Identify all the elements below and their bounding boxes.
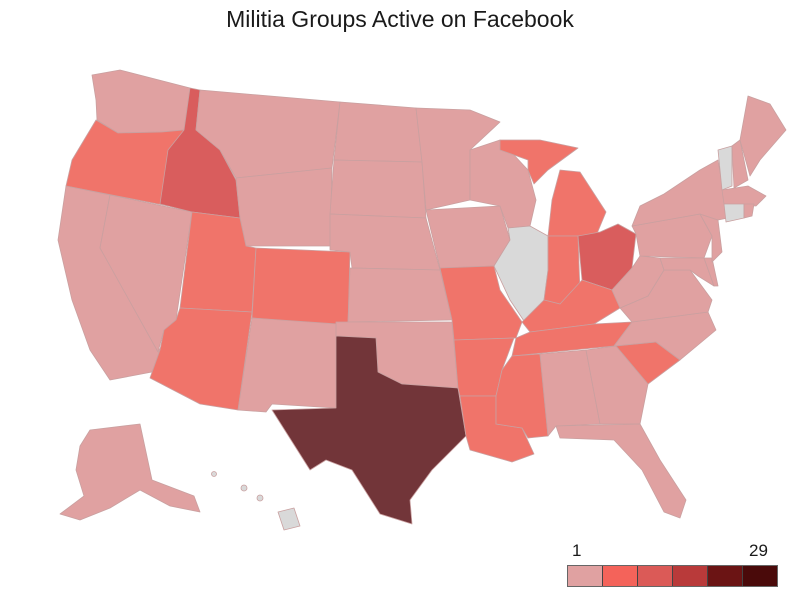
- state-FL[interactable]: [555, 423, 687, 519]
- state-WA[interactable]: [91, 69, 191, 134]
- state-HI-island-3[interactable]: [211, 471, 217, 477]
- legend-swatch-3: [638, 566, 673, 586]
- map-title: Militia Groups Active on Facebook: [226, 6, 574, 32]
- state-AZ[interactable]: [149, 307, 253, 411]
- state-VT[interactable]: [717, 145, 733, 191]
- state-MO[interactable]: [439, 265, 523, 341]
- state-NH[interactable]: [731, 139, 749, 189]
- legend-swatch-4: [673, 566, 708, 586]
- legend-min-label: 1: [572, 541, 582, 560]
- legend-swatch-2: [603, 566, 638, 586]
- state-AL[interactable]: [539, 349, 601, 437]
- state-CO[interactable]: [251, 247, 351, 327]
- state-HI-island[interactable]: [240, 484, 248, 492]
- legend-swatch-6: [743, 566, 777, 586]
- state-TX[interactable]: [271, 335, 467, 525]
- state-NM[interactable]: [237, 317, 339, 413]
- state-ND[interactable]: [333, 101, 423, 163]
- state-HI[interactable]: [277, 507, 301, 531]
- state-IA[interactable]: [425, 205, 511, 269]
- state-CT[interactable]: [723, 203, 745, 223]
- legend-swatch-1: [568, 566, 603, 586]
- state-SD[interactable]: [329, 159, 427, 219]
- state-MI[interactable]: [499, 139, 579, 185]
- state-ME[interactable]: [739, 95, 787, 177]
- state-WY[interactable]: [235, 167, 333, 247]
- state-HI-island-2[interactable]: [256, 494, 264, 502]
- legend-color-scale: [567, 565, 778, 587]
- legend-swatch-5: [708, 566, 743, 586]
- state-KS[interactable]: [347, 267, 453, 323]
- legend-max-label: 29: [749, 541, 768, 560]
- state-MI-lower[interactable]: [547, 169, 607, 237]
- state-GA[interactable]: [585, 345, 649, 425]
- state-NY[interactable]: [631, 159, 729, 227]
- state-MA[interactable]: [721, 185, 767, 207]
- state-AK[interactable]: [59, 423, 201, 521]
- state-RI[interactable]: [743, 203, 755, 219]
- state-MS[interactable]: [495, 353, 549, 439]
- state-DE[interactable]: [703, 257, 719, 287]
